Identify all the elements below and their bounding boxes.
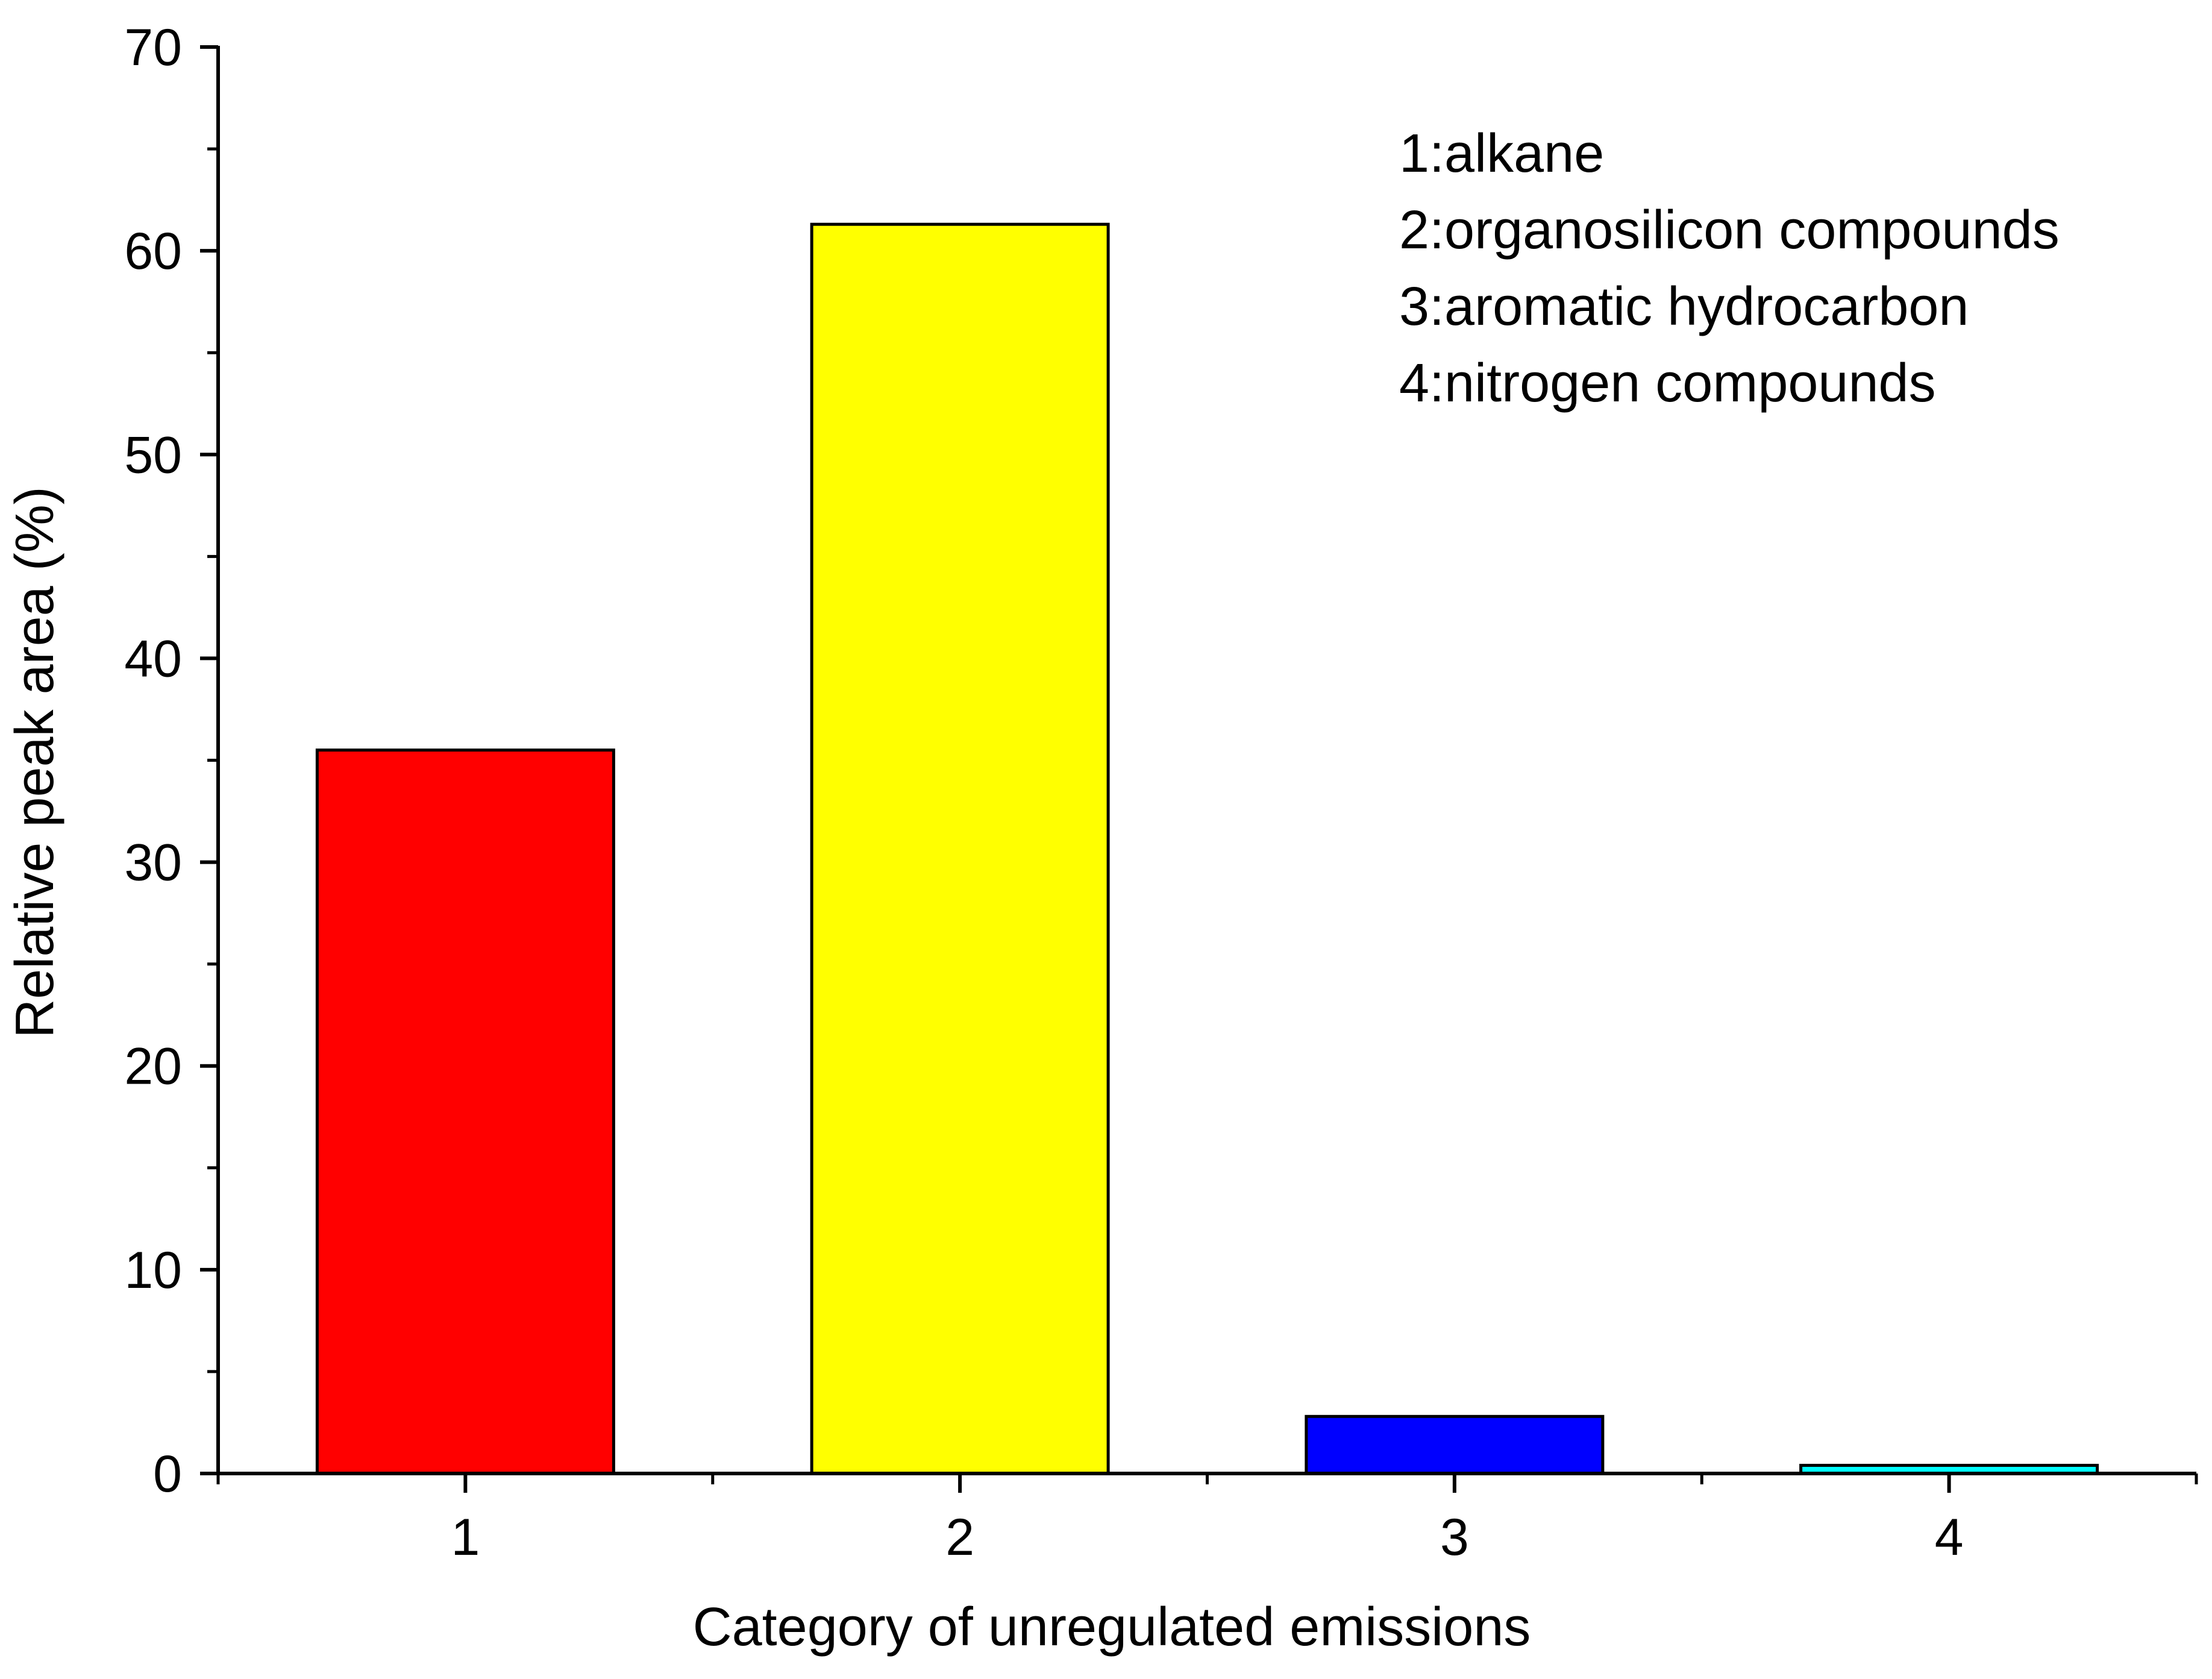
x-tick-label: 3 <box>1440 1508 1469 1566</box>
legend-entry: 4:nitrogen compounds <box>1399 353 1936 413</box>
x-ticks-group: 1 2 3 4 <box>216 1473 2198 1566</box>
y-axis-title: Relative peak area (%) <box>5 486 65 1038</box>
y-tick-label: 50 <box>124 426 182 484</box>
y-tick-label: 40 <box>124 630 182 688</box>
legend: 1:alkane 2:organosilicon compounds 3:aroma… <box>1399 124 2060 413</box>
y-tick-label: 30 <box>124 834 182 892</box>
x-tick-label: 2 <box>945 1508 974 1566</box>
bar-1 <box>315 748 615 1475</box>
y-tick-label: 10 <box>124 1241 182 1299</box>
y-ticks-group: 0 10 20 30 40 50 60 70 <box>124 19 218 1503</box>
legend-entry: 3:aromatic hydrocarbon <box>1399 277 1969 337</box>
x-axis-title: Category of unregulated emissions <box>693 1597 1531 1657</box>
x-tick-label: 4 <box>1935 1508 1964 1566</box>
y-tick-label: 0 <box>153 1445 182 1503</box>
x-tick-label: 1 <box>451 1508 480 1566</box>
legend-entry: 1:alkane <box>1399 124 1604 184</box>
y-tick-label: 20 <box>124 1038 182 1096</box>
y-tick-label: 60 <box>124 222 182 280</box>
bar-3 <box>1305 1414 1605 1475</box>
legend-entry: 2:organosilicon compounds <box>1399 200 2060 260</box>
bar-2 <box>810 222 1110 1475</box>
bars-group <box>315 222 2099 1475</box>
y-tick-label: 70 <box>124 19 182 77</box>
